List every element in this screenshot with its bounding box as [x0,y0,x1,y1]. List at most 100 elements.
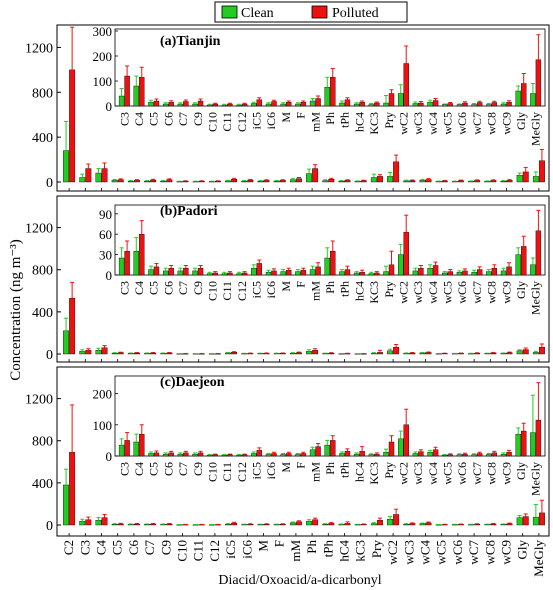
inset-x-tick-label: wC2 [396,281,410,304]
main-bar-polluted-M [263,523,270,526]
inset-bar-clean-Pry [383,102,389,107]
x-tick-label: wC8 [482,540,497,565]
inset-bar-polluted-tPh [344,269,351,276]
main-bar-polluted-C6 [133,180,140,183]
inset-bar-polluted-M [285,270,292,276]
main-bar-clean-wC4 [419,352,426,355]
inset-x-tick-label: KC3 [367,462,381,485]
inset-bar-polluted-mM [315,266,321,276]
inset-bar-clean-iC5 [251,103,257,107]
inset-x-tick-label: mM [308,112,322,132]
inset-bar-clean-C3 [118,257,125,276]
inset-y-tick-label: 300 [93,24,113,39]
inset-bar-clean-C12 [236,454,242,457]
main-bar-polluted-F [279,523,286,526]
inset-bar-clean-iC6 [265,454,272,457]
inset-bar-polluted-C6 [168,452,174,457]
main-bar-polluted-hC4 [344,180,351,183]
main-bar-clean-C6 [127,180,134,183]
inset-bar-clean-KC3 [368,104,375,107]
inset-bar-polluted-C12 [241,454,248,457]
inset-bar-clean-C6 [162,453,169,457]
inset-bar-clean-M [280,103,286,107]
main-bar-polluted-Ph [312,519,319,526]
inset-bar-clean-wC3 [412,270,419,276]
inset-bar-polluted-wC4 [432,265,439,276]
main-bar-polluted-wC8 [490,352,497,355]
inset-frame [114,204,546,276]
inset-bar-clean-C11 [221,454,228,457]
inset-bar-polluted-MeGly [535,419,542,457]
inset-x-tick-label: C10 [205,281,219,301]
inset-bar-clean-MeGly [530,264,536,276]
inset-x-tick-label: wC8 [485,112,499,135]
x-tick-label: Pry [369,540,384,559]
inset-bar-polluted-mM [315,98,321,107]
main-bar-clean-MeGly [532,516,539,526]
inset-x-tick-label: wC9 [499,462,513,485]
inset-bar-polluted-wC5 [447,454,453,457]
x-tick-label: wC7 [466,540,481,565]
main-bar-polluted-C4 [101,517,108,526]
inset-bar-clean-C10 [207,454,213,457]
main-bar-polluted-iC5 [231,522,238,526]
inset-x-tick-label: C5 [147,112,161,126]
inset-x-tick-label: iC5 [250,281,264,298]
inset-bar-clean-MeGly [530,93,536,107]
inset-bar-clean-wC2 [398,254,404,276]
inset-bar-polluted-Pry [388,264,395,276]
main-bar-clean-Pry [370,177,377,183]
main-bar-polluted-Ph [312,350,319,355]
inset-bar-clean-C12 [236,273,242,276]
main-bar-clean-wC2 [387,176,394,183]
inset-bar-polluted-Gly [521,83,527,107]
inset-x-tick-label: wC3 [411,462,425,485]
main-bar-clean-C7 [144,180,151,183]
inset-x-tick-label: wC4 [426,462,440,485]
y-tick-label: 0 [46,519,53,534]
main-bar-clean-wC2 [387,350,394,355]
inset-bar-clean-wC8 [486,104,492,107]
x-tick-label: wC9 [499,540,514,565]
y-tick-label: 800 [32,435,53,450]
main-bar-clean-iC5 [225,523,232,526]
inset-x-tick-label: wC9 [499,281,513,304]
main-bar-polluted-wC3 [409,352,416,355]
inset-x-tick-label: C10 [205,112,219,132]
x-tick-label: wC3 [401,540,416,565]
main-bar-polluted-wC3 [409,523,416,526]
main-bar-polluted-Pry [376,176,383,183]
inset-bar-polluted-iC5 [256,450,262,457]
inset-bar-clean-M [280,454,286,457]
inset-x-tick-label: wC4 [426,112,440,135]
x-tick-label: mM [288,540,303,562]
inset-bar-clean-F [295,103,301,107]
inset-x-tick-label: C11 [220,462,234,482]
main-bar-clean-C9 [160,353,167,355]
inset-bar-clean-Pry [383,452,389,457]
main-bar-polluted-mM [295,521,302,526]
inset-x-tick-label: KC3 [367,112,381,135]
inset-bar-clean-Gly [515,90,521,107]
y-tick-label: 800 [32,264,53,279]
main-bar-polluted-wC9 [506,523,513,526]
main-bar-polluted-F [279,180,286,183]
inset-bar-clean-MeGly [530,432,536,457]
inset-x-tick-label: C3 [117,112,131,126]
main-bar-polluted-MeGly [538,160,545,183]
inset-x-tick-label: wC5 [441,112,455,135]
main-bar-polluted-C7 [150,523,157,526]
x-tick-label: wC4 [418,540,433,565]
x-tick-label: wC6 [450,540,465,565]
inset-x-tick-label: tPh [338,462,352,478]
main-bar-clean-F [273,180,280,183]
x-axis-label: Diacid/Oxoacid/a-dicarbonyl [218,573,381,588]
main-bar-polluted-kC3 [360,180,367,183]
inset-bar-polluted-iC5 [256,263,262,276]
inset-bar-polluted-C12 [241,103,248,107]
main-bar-clean-MeGly [532,176,539,183]
main-bar-polluted-tPh [328,523,335,526]
inset-x-tick-label: C4 [132,281,146,295]
